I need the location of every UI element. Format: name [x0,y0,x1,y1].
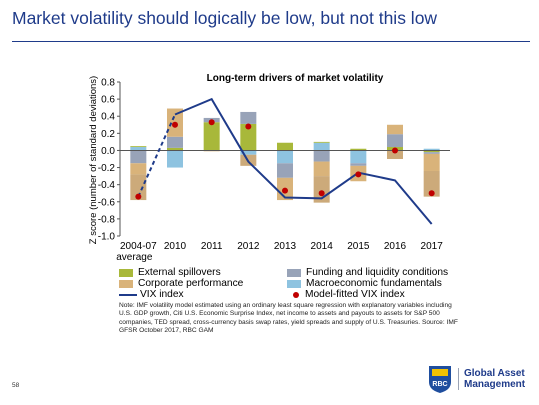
bar-segment-external [240,123,257,151]
bar-segment-extra [387,150,403,159]
bar-segment-macro [167,150,183,168]
x-tick-label: 2004-07 [120,241,157,252]
chart-title: Long-term drivers of market volatility [207,73,384,84]
legend-item-corporate: Corporate performance [119,278,243,289]
legend-item-external: External spillovers [119,267,221,278]
volatility-chart: Long-term drivers of market volatility Z… [88,73,450,263]
x-tick-label: 2012 [237,241,260,252]
brand-line-1: Global Asset [464,368,525,379]
y-tick-label: -0.2 [98,163,116,174]
y-tick-label: -1.0 [98,232,116,243]
brand-line-2: Management [464,379,526,390]
bar-segment-extra [423,170,440,197]
model-fitted-point [208,119,215,126]
y-tick-label: 0.8 [101,78,115,89]
bar-segment-external [313,141,330,143]
model-fitted-point [245,123,252,130]
model-fitted-point [135,193,142,200]
legend-item-model: Model-fitted VIX index [287,289,405,300]
model-fitted-point [428,190,435,197]
x-tick-label: average [116,252,153,263]
bar-segment-corporate [313,161,330,177]
legend-label-vix: VIX index [140,289,184,300]
bar-segment-funding [167,136,183,148]
legend-item-vix: VIX index [119,289,184,300]
brand-block: RBC Global Asset Management [427,364,525,394]
bar-segment-external [130,146,147,148]
bar-segment-corporate [423,153,440,171]
y-axis-label: Z score (number of standard deviations) [88,76,99,244]
legend-swatch-external [119,268,133,277]
bar-segment-funding [350,163,367,166]
model-fitted-point [318,190,325,197]
y-tick-label: 0.2 [101,129,115,140]
x-tick-label: 2016 [384,241,407,252]
legend-item-funding: Funding and liquidity conditions [287,267,448,278]
bar-segment-external [277,142,293,151]
legend-dot-model [293,291,299,298]
y-tick-label: 0.4 [101,112,115,123]
rbc-logo-icon: RBC [427,364,453,394]
x-tick-label: 2014 [311,241,334,252]
y-tick-label: -0.4 [98,180,116,191]
y-tick-label: 0.6 [101,95,115,106]
bar-segment-macro [277,150,293,164]
bar-segment-extra [130,174,147,201]
legend-swatch-corporate [119,279,133,288]
bar-segment-macro [423,148,440,151]
bar-segment-funding [240,111,257,124]
bar-segment-funding [313,150,330,162]
brand-name: Global Asset Management [458,368,525,390]
bar-segment-funding [387,134,403,148]
model-fitted-point [172,121,178,128]
vix-line-dashed-segment [137,114,176,198]
bar-segment-funding [423,152,440,154]
legend-label-macro: Macroeconomic fundamentals [306,278,442,289]
bar-segment-funding [277,163,293,178]
y-tick-label: -0.8 [98,214,116,225]
legend-label-corporate: Corporate performance [138,278,244,289]
bar-segment-corporate [130,163,147,175]
page-number: 58 [12,382,20,389]
title-divider [12,41,530,42]
bar-segment-macro [313,142,330,151]
legend-label-external: External spillovers [138,267,221,278]
legend-line-vix [119,293,137,296]
x-tick-label: 2017 [421,241,444,252]
y-tick-label: -0.6 [98,197,116,208]
legend-label-funding: Funding and liquidity conditions [306,267,449,278]
bar-segment-macro [240,150,257,155]
y-tick-label: 0.0 [101,146,115,157]
bar-segment-external [423,150,440,153]
legend-swatch-funding [287,268,301,277]
vix-line [174,97,433,225]
slide-title: Market volatility should logically be lo… [12,8,438,28]
legend-item-macro: Macroeconomic fundamentals [287,278,442,289]
model-fitted-point [282,187,288,194]
legend-label-model: Model-fitted VIX index [305,289,405,300]
bar-segment-macro [130,147,147,151]
logo-text: RBC [432,381,447,388]
bar-segment-funding [130,150,147,164]
bar-segment-corporate [387,124,403,135]
series-lines [135,97,435,225]
legend-swatch-macro [287,279,301,288]
model-fitted-point [355,171,362,178]
bar-segment-external [203,122,220,151]
chart-footnote: Note: IMF volatility model estimated usi… [119,302,458,334]
model-fitted-point [392,147,398,154]
x-tick-label: 2010 [164,241,187,252]
x-tick-label: 2013 [274,241,297,252]
x-tick-label: 2011 [201,241,223,252]
bar-segment-macro [350,150,367,164]
x-tick-label: 2015 [347,241,370,252]
y-axis: 0.8 0.6 0.4 0.2 0.0 -0.2 -0.4 -0.6 -0.8 -1.0 [98,78,121,243]
bar-segment-external [350,148,367,151]
bar-segment-external [167,147,183,151]
